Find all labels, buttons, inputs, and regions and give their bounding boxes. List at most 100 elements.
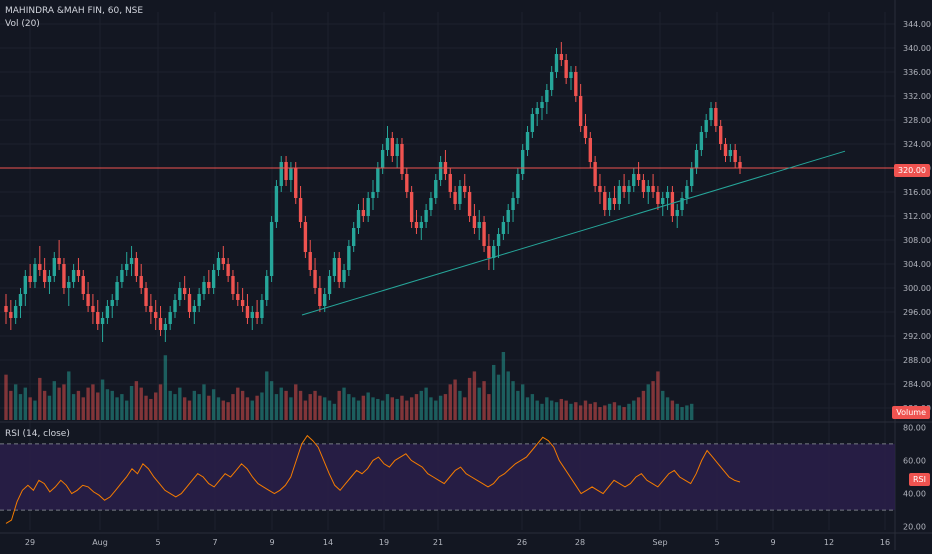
candle-body [356, 210, 361, 228]
volume-bar [525, 397, 530, 420]
y-tick-label: 288.00 [903, 356, 931, 365]
rsi-tick-label: 40.00 [903, 490, 926, 499]
y-tick-label: 340.00 [903, 44, 931, 53]
volume-bar [414, 394, 419, 420]
candle-body [216, 258, 221, 270]
volume-bar [419, 390, 423, 420]
candle-body [487, 246, 491, 258]
candle-body [511, 198, 515, 210]
candle-body [554, 54, 559, 72]
volume-bar [91, 384, 95, 420]
candle-body [139, 276, 143, 288]
candle-body [47, 276, 52, 282]
volume-bar [564, 400, 568, 420]
volume-bar [540, 403, 544, 420]
candle-body [395, 144, 399, 156]
candle-body [91, 306, 95, 312]
rsi-tick-label: 20.00 [903, 523, 926, 532]
volume-bar [636, 397, 641, 420]
candle-body [607, 198, 612, 210]
volume-bar [28, 397, 32, 420]
volume-bar [289, 397, 293, 420]
volume-bar [274, 394, 279, 420]
volume-bar [120, 394, 124, 420]
volume-bar [294, 384, 298, 420]
volume-bar [57, 387, 61, 420]
volume-bar [443, 394, 448, 420]
candle-body [467, 192, 472, 216]
candle-body [187, 294, 192, 312]
volume-bar [347, 394, 351, 420]
volume-bar [18, 394, 23, 420]
volume-bar [429, 397, 433, 420]
candle-body [675, 210, 679, 216]
volume-bar [284, 390, 288, 420]
candle-body [588, 138, 592, 162]
candle-body [226, 264, 230, 276]
volume-bar [202, 384, 206, 420]
volume-bar [588, 403, 592, 420]
candle-body [545, 90, 549, 102]
candle-body [100, 318, 105, 324]
candle-body [96, 312, 100, 324]
volume-bar [545, 397, 549, 420]
volume-bar [154, 392, 158, 420]
candle-body [173, 300, 177, 312]
y-tick-label: 284.00 [903, 380, 931, 389]
x-tick-label: 5 [155, 538, 160, 547]
candle-body [656, 192, 660, 204]
volume-bar [409, 397, 414, 420]
volume-bar [521, 384, 525, 420]
candle-body [274, 186, 279, 222]
volume-bar [269, 381, 274, 420]
candle-body [661, 198, 665, 204]
volume-bar [192, 390, 197, 420]
candle-body [202, 282, 206, 294]
candle-body [670, 192, 675, 216]
volume-bar [149, 398, 153, 420]
volume-bar [366, 392, 370, 420]
x-tick-label: 5 [714, 538, 719, 547]
trendline [301, 150, 846, 316]
candle-body [332, 258, 337, 276]
volume-bar [685, 405, 689, 420]
candle-body [665, 192, 670, 198]
volume-bar [216, 397, 221, 420]
symbol-legend: MAHINDRA &MAH FIN, 60, NSE [5, 6, 144, 16]
volume-bar [303, 400, 308, 420]
y-tick-label: 328.00 [903, 116, 931, 125]
volume-bar [105, 389, 110, 420]
volume-bar [342, 387, 346, 420]
volume-bar [559, 398, 564, 420]
volume-bar [13, 384, 18, 420]
volume-bar [448, 384, 452, 420]
candle-body [38, 264, 42, 270]
candle-body [472, 216, 477, 228]
volume-bar [134, 381, 139, 420]
candle-body [414, 222, 419, 228]
candle-body [685, 186, 689, 198]
candle-body [327, 276, 332, 294]
candle-body [269, 222, 274, 276]
rsi-tick-label: 80.00 [903, 423, 926, 432]
volume-bar [617, 405, 621, 420]
volume-bar [197, 394, 201, 420]
volume-bar [680, 407, 684, 420]
volume-bar [549, 400, 554, 420]
candle-body [574, 72, 578, 96]
volume-bar [390, 397, 395, 420]
candle-body [76, 270, 81, 276]
candle-body [149, 306, 153, 312]
rsi-band-fill [0, 443, 895, 511]
candle-body [728, 150, 733, 156]
volume-bar [472, 371, 477, 420]
candle-body [535, 108, 539, 114]
candle-body [110, 300, 114, 306]
y-tick-label: 312.00 [903, 212, 931, 221]
volume-bar [332, 403, 337, 420]
y-tick-label: 304.00 [903, 260, 931, 269]
candle-body [506, 210, 510, 222]
volume-bar [71, 394, 76, 420]
